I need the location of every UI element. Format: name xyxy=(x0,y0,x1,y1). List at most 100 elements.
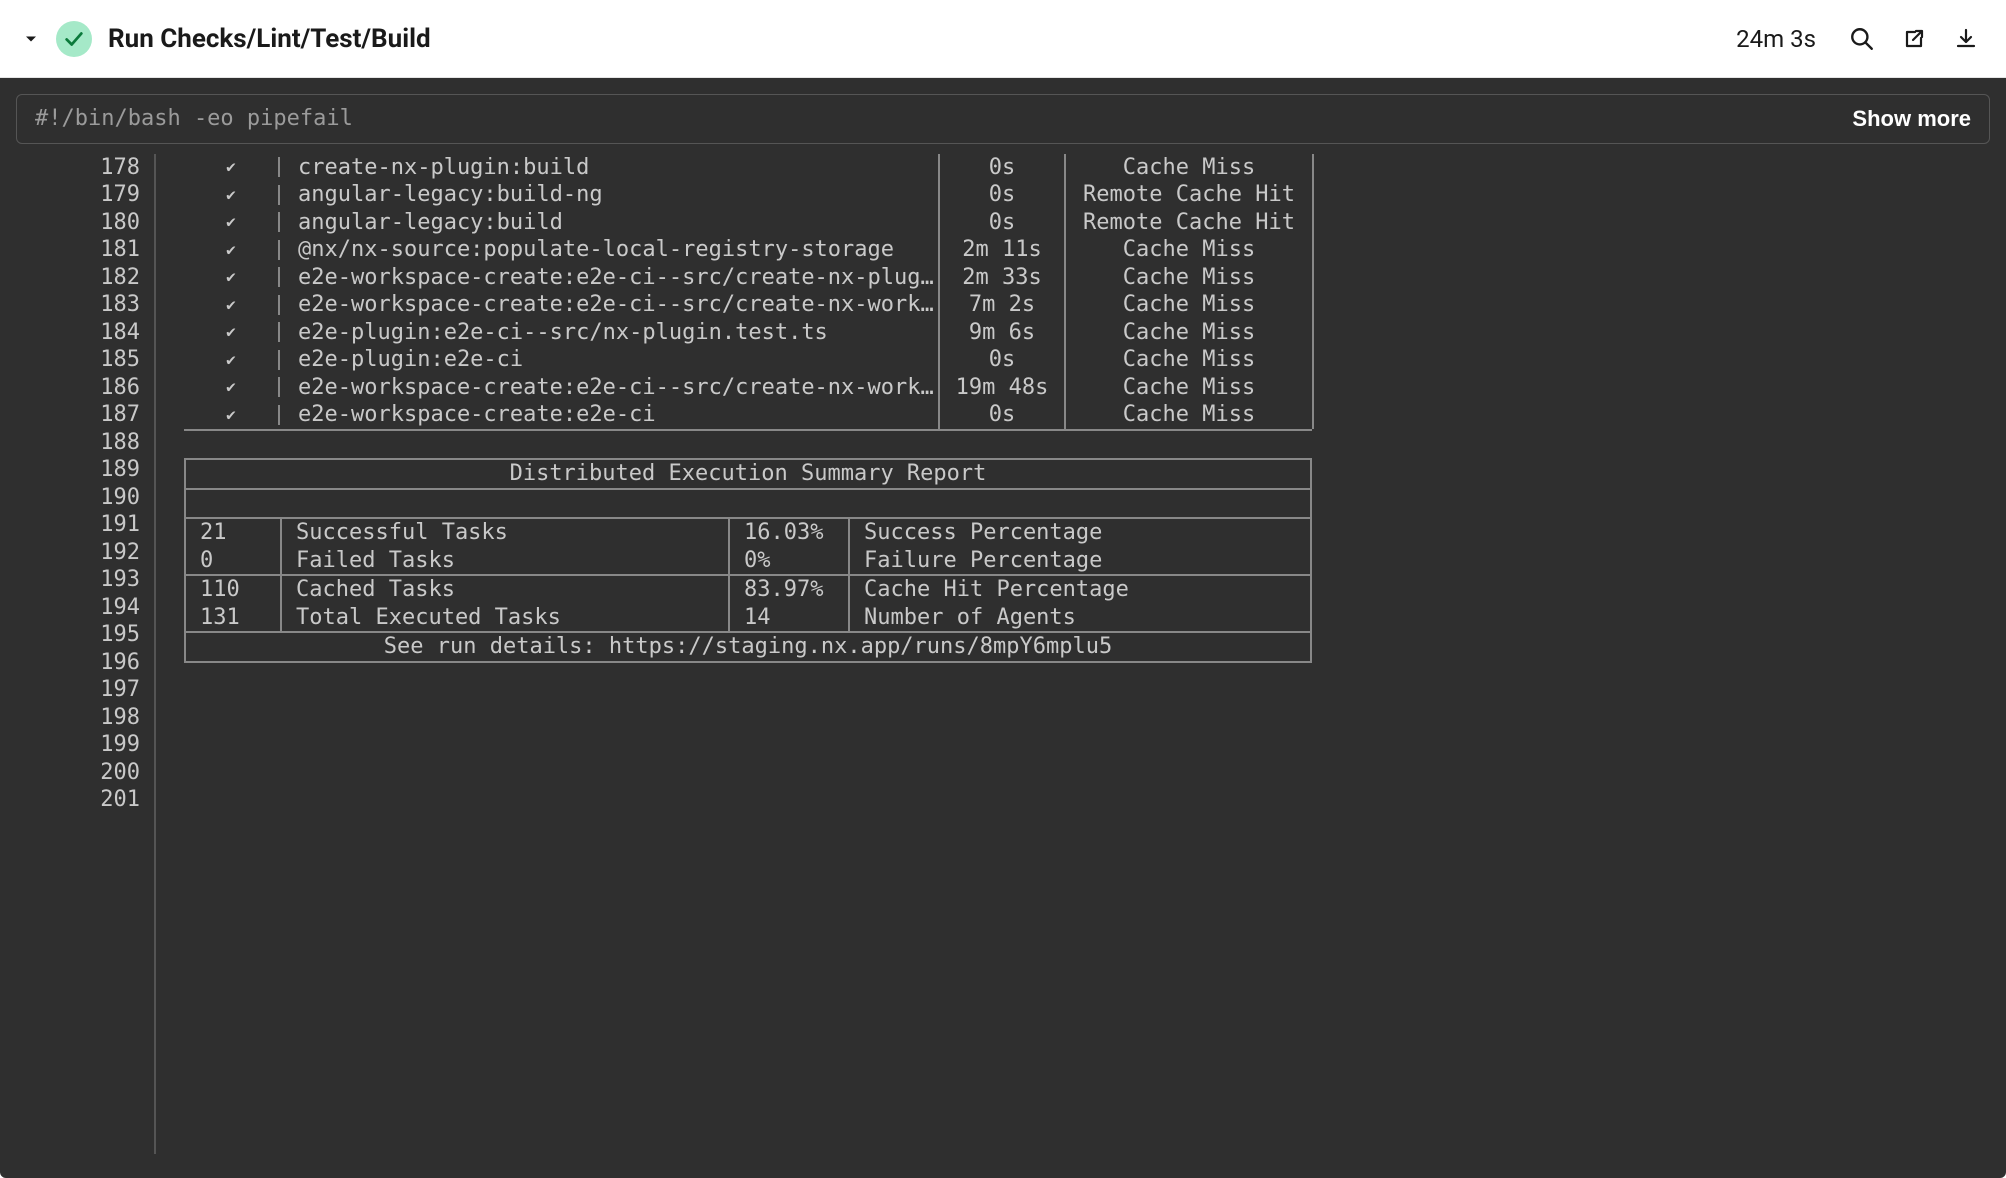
task-check-icon: ✔ xyxy=(184,157,280,177)
line-number: 190 xyxy=(16,484,140,512)
task-name: e2e-plugin:e2e-ci--src/nx-plugin.test.ts xyxy=(280,319,940,347)
line-number: 179 xyxy=(16,181,140,209)
line-number: 180 xyxy=(16,209,140,237)
tasks-table: ✔create-nx-plugin:build0sCache Miss✔angu… xyxy=(184,154,1314,429)
line-number: 186 xyxy=(16,374,140,402)
show-more-button[interactable]: Show more xyxy=(1852,105,1971,133)
line-number: 181 xyxy=(16,236,140,264)
task-row: ✔e2e-workspace-create:e2e-ci--src/create… xyxy=(184,374,1312,402)
cached-tasks-label: Cached Tasks xyxy=(296,576,728,604)
task-check-icon: ✔ xyxy=(184,240,280,260)
task-row: ✔e2e-workspace-create:e2e-ci--src/create… xyxy=(184,264,1312,292)
failed-tasks-count: 0 xyxy=(200,547,280,575)
summary-title: Distributed Execution Summary Report xyxy=(186,460,1310,490)
task-duration: 2m 33s xyxy=(940,264,1066,292)
task-check-icon: ✔ xyxy=(184,350,280,370)
task-cache-status: Cache Miss xyxy=(1066,236,1312,264)
open-external-button[interactable] xyxy=(1896,21,1932,57)
task-duration: 2m 11s xyxy=(940,236,1066,264)
task-row: ✔@nx/nx-source:populate-local-registry-s… xyxy=(184,236,1312,264)
failed-tasks-label: Failed Tasks xyxy=(296,547,728,575)
cache-hit-percentage-label: Cache Hit Percentage xyxy=(864,576,1310,604)
task-name: e2e-plugin:e2e-ci xyxy=(280,346,940,374)
line-number: 192 xyxy=(16,539,140,567)
task-name: e2e-workspace-create:e2e-ci--src/create-… xyxy=(280,264,940,292)
task-duration: 19m 48s xyxy=(940,374,1066,402)
task-cache-status: Cache Miss xyxy=(1066,374,1312,402)
step-duration: 24m 3s xyxy=(1736,25,1816,53)
success-percentage: 16.03% xyxy=(744,519,848,547)
line-number-gutter: 1781791801811821831841851861871881891901… xyxy=(16,154,156,1155)
task-name: e2e-workspace-create:e2e-ci--src/create-… xyxy=(280,291,940,319)
summary-report: Distributed Execution Summary Report 21 … xyxy=(184,458,1312,663)
line-number: 200 xyxy=(16,759,140,787)
log-area: 1781791801811821831841851861871881891901… xyxy=(16,154,1990,1155)
task-name: @nx/nx-source:populate-local-registry-st… xyxy=(280,236,940,264)
collapse-toggle[interactable] xyxy=(22,30,40,48)
line-number: 197 xyxy=(16,676,140,704)
status-badge xyxy=(56,21,92,57)
line-number: 193 xyxy=(16,566,140,594)
task-name: e2e-workspace-create:e2e-ci--src/create-… xyxy=(280,374,940,402)
line-number: 189 xyxy=(16,456,140,484)
line-number: 194 xyxy=(16,594,140,622)
external-link-icon xyxy=(1902,27,1926,51)
task-duration: 0s xyxy=(940,401,1066,429)
task-cache-status: Cache Miss xyxy=(1066,154,1312,182)
task-cache-status: Cache Miss xyxy=(1066,264,1312,292)
task-row: ✔e2e-workspace-create:e2e-ci--src/create… xyxy=(184,291,1312,319)
task-duration: 9m 6s xyxy=(940,319,1066,347)
total-tasks-count: 131 xyxy=(200,604,280,632)
task-row: ✔e2e-workspace-create:e2e-ci0sCache Miss xyxy=(184,401,1312,429)
step-header: Run Checks/Lint/Test/Build 24m 3s xyxy=(0,0,2006,78)
command-text: #!/bin/bash -eo pipefail xyxy=(35,105,353,133)
success-percentage-label: Success Percentage xyxy=(864,519,1310,547)
line-number: 187 xyxy=(16,401,140,429)
task-check-icon: ✔ xyxy=(184,295,280,315)
search-button[interactable] xyxy=(1844,21,1880,57)
cached-tasks-count: 110 xyxy=(200,576,280,604)
task-duration: 0s xyxy=(940,154,1066,182)
total-tasks-label: Total Executed Tasks xyxy=(296,604,728,632)
line-number: 188 xyxy=(16,429,140,457)
line-number: 196 xyxy=(16,649,140,677)
chevron-down-icon xyxy=(23,31,39,47)
task-check-icon: ✔ xyxy=(184,212,280,232)
task-cache-status: Cache Miss xyxy=(1066,346,1312,374)
step-title: Run Checks/Lint/Test/Build xyxy=(108,24,1720,54)
check-icon xyxy=(63,28,85,50)
failure-percentage-label: Failure Percentage xyxy=(864,547,1310,575)
line-number: 185 xyxy=(16,346,140,374)
line-number: 184 xyxy=(16,319,140,347)
task-check-icon: ✔ xyxy=(184,405,280,425)
line-number: 178 xyxy=(16,154,140,182)
successful-tasks-count: 21 xyxy=(200,519,280,547)
line-number: 182 xyxy=(16,264,140,292)
task-row: ✔angular-legacy:build0sRemote Cache Hit xyxy=(184,209,1312,237)
task-name: e2e-workspace-create:e2e-ci xyxy=(280,401,940,429)
task-check-icon: ✔ xyxy=(184,267,280,287)
failure-percentage: 0% xyxy=(744,547,848,575)
terminal-output: #!/bin/bash -eo pipefail Show more 17817… xyxy=(0,78,2006,1178)
task-check-icon: ✔ xyxy=(184,185,280,205)
task-duration: 7m 2s xyxy=(940,291,1066,319)
run-details-link[interactable]: See run details: https://staging.nx.app/… xyxy=(186,633,1310,661)
cache-hit-percentage: 83.97% xyxy=(744,576,848,604)
command-bar: #!/bin/bash -eo pipefail Show more xyxy=(16,94,1990,144)
task-duration: 0s xyxy=(940,346,1066,374)
download-button[interactable] xyxy=(1948,21,1984,57)
task-name: angular-legacy:build-ng xyxy=(280,181,940,209)
line-number: 191 xyxy=(16,511,140,539)
task-name: angular-legacy:build xyxy=(280,209,940,237)
line-number: 195 xyxy=(16,621,140,649)
summary-row-tasks: 21 0 Successful Tasks Failed Tasks 16.03… xyxy=(186,519,1310,576)
successful-tasks-label: Successful Tasks xyxy=(296,519,728,547)
download-icon xyxy=(1954,27,1978,51)
line-number: 199 xyxy=(16,731,140,759)
task-row: ✔create-nx-plugin:build0sCache Miss xyxy=(184,154,1312,182)
agents-count: 14 xyxy=(744,604,848,632)
task-cache-status: Remote Cache Hit xyxy=(1066,209,1312,237)
task-check-icon: ✔ xyxy=(184,322,280,342)
task-cache-status: Cache Miss xyxy=(1066,291,1312,319)
line-number: 198 xyxy=(16,704,140,732)
